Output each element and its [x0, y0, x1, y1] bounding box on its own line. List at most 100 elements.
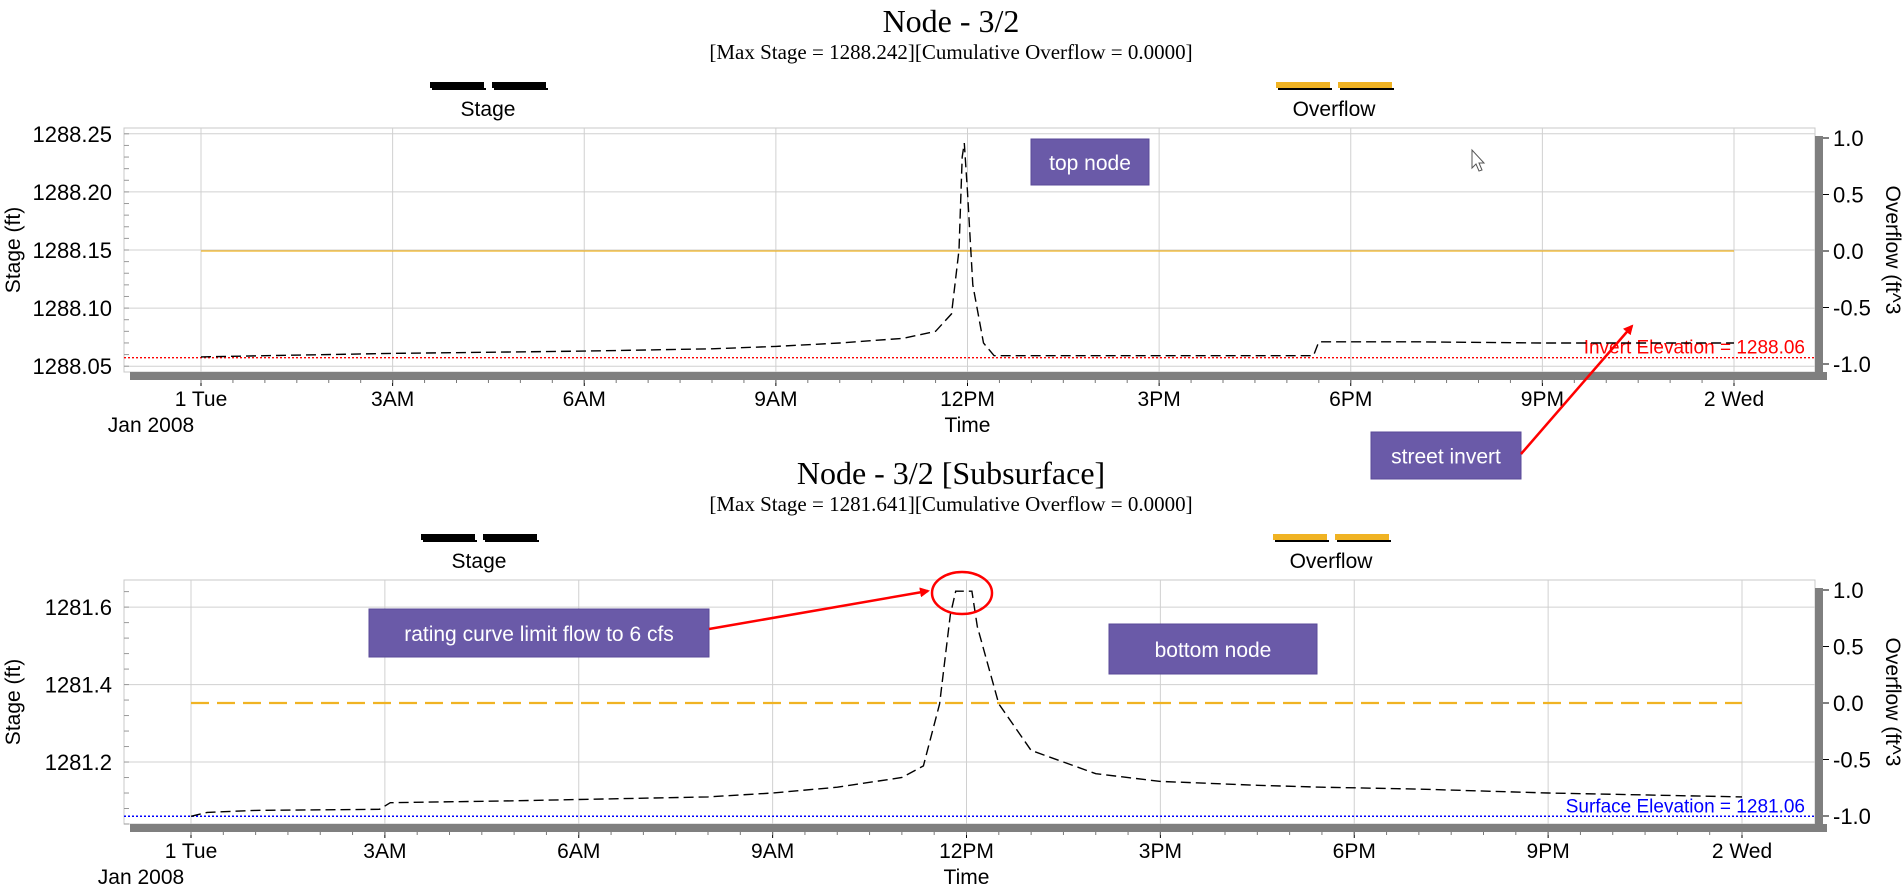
y-tick-label: 1281.2	[45, 750, 112, 775]
x-tick-label: 3PM	[1138, 388, 1181, 411]
x-tick-label: 6AM	[563, 388, 606, 411]
x-tick-label: 9AM	[754, 388, 797, 411]
y2-axis-label: Overflow (ft^3	[1881, 638, 1904, 767]
y-tick-label: 1281.6	[45, 595, 112, 620]
x-tick-label: 9AM	[751, 840, 794, 863]
y2-tick-label: -0.5	[1833, 296, 1871, 321]
reference-line-label: Invert Elevation = 1288.06	[1584, 338, 1805, 359]
callout-street-invert-text: street invert	[1391, 446, 1501, 469]
y2-tick-label: 0.5	[1833, 635, 1864, 660]
plot-shadow-right	[1815, 588, 1823, 832]
callout-rating-curve-box	[368, 608, 710, 658]
callout-top-node-box	[1030, 138, 1150, 186]
chart-top: Node - 3/2[Max Stage = 1288.242][Cumulat…	[2, 3, 1904, 437]
legend-swatch	[492, 82, 546, 88]
x-tick-label: 6AM	[557, 840, 600, 863]
y-tick-label: 1288.25	[32, 122, 112, 147]
y2-tick-label: -1.0	[1833, 804, 1871, 829]
chart-title: Node - 3/2 [Subsurface]	[797, 455, 1105, 491]
chart-subtitle: [Max Stage = 1288.242][Cumulative Overfl…	[709, 40, 1192, 64]
x-tick-label: 3PM	[1139, 840, 1182, 863]
y-tick-label: 1281.4	[45, 673, 112, 698]
legend-label: Stage	[452, 550, 507, 573]
y-tick-label: 1288.15	[32, 238, 112, 263]
callout-rating-curve-text: rating curve limit flow to 6 cfs	[404, 623, 674, 646]
x-axis-label: Time	[945, 414, 991, 437]
legend-swatch	[1338, 82, 1392, 88]
arrow-street-invert	[1520, 324, 1634, 455]
legend-swatch	[1276, 82, 1330, 88]
arrow-rating-curve	[708, 587, 930, 631]
legend-swatch	[430, 82, 484, 88]
x-tick-label: 1 Tue	[175, 388, 228, 411]
callout-street-invert-box	[1370, 431, 1522, 480]
y2-tick-label: 0.0	[1833, 239, 1864, 264]
plot-shadow-right	[1815, 136, 1823, 380]
x-tick-label: 3AM	[363, 840, 406, 863]
callout-bottom-node-text: bottom node	[1155, 639, 1272, 662]
y2-axis-label: Overflow (ft^3	[1881, 186, 1904, 315]
series-stage-line	[190, 590, 1743, 817]
legend-swatch-shadow	[423, 540, 477, 542]
y2-tick-label: 1.0	[1833, 578, 1864, 603]
x-tick-label: 2 Wed	[1704, 388, 1764, 411]
legend-label: Overflow	[1290, 550, 1374, 573]
x-tick-label: 3AM	[371, 388, 414, 411]
y2-tick-label: 1.0	[1833, 126, 1864, 151]
y2-tick-label: -1.0	[1833, 352, 1871, 377]
x-axis-label: Time	[944, 866, 990, 889]
y-axis-label: Stage (ft)	[2, 659, 25, 745]
plot-shadow-bottom	[130, 372, 1827, 380]
mouse-cursor-icon	[1471, 148, 1486, 172]
legend-item-stage: Stage	[421, 534, 539, 573]
x-tick-label: 12PM	[940, 388, 995, 411]
date-label: Jan 2008	[98, 866, 184, 889]
callout-top-node: top node	[1030, 138, 1150, 186]
y2-tick-label: -0.5	[1833, 748, 1871, 773]
chart-bottom: Node - 3/2 [Subsurface][Max Stage = 1281…	[2, 455, 1904, 889]
callout-street-invert: street invert	[1370, 431, 1522, 480]
legend-label: Stage	[461, 98, 516, 121]
y-axis-label: Stage (ft)	[2, 207, 25, 293]
annotation-layer: top node street invert rating curve limit …	[368, 138, 1634, 675]
reference-line-label: Surface Elevation = 1281.06	[1566, 796, 1805, 817]
legend-swatch-shadow	[1340, 88, 1394, 90]
y2-tick-label: 0.0	[1833, 691, 1864, 716]
y2-tick-label: 0.5	[1833, 183, 1864, 208]
chart-subtitle: [Max Stage = 1281.641][Cumulative Overfl…	[709, 492, 1192, 516]
legend-swatch-shadow	[494, 88, 548, 90]
legend-swatch-shadow	[1275, 540, 1329, 542]
legend-item-overflow: Overflow	[1276, 82, 1394, 121]
legend-swatch-shadow	[1337, 540, 1391, 542]
y-tick-label: 1288.05	[32, 354, 112, 379]
legend-item-stage: Stage	[430, 82, 548, 121]
callout-bottom-node: bottom node	[1108, 623, 1318, 675]
legend-swatch	[483, 534, 537, 540]
legend-swatch-shadow	[1278, 88, 1332, 90]
plot-shadow-bottom	[130, 824, 1827, 832]
callout-top-node-text: top node	[1049, 152, 1131, 175]
legend-label: Overflow	[1293, 98, 1377, 121]
legend-item-overflow: Overflow	[1273, 534, 1391, 573]
y-tick-label: 1288.10	[32, 296, 112, 321]
x-tick-label: 9PM	[1527, 840, 1570, 863]
x-tick-label: 1 Tue	[165, 840, 218, 863]
series-stage-line	[200, 142, 1734, 358]
callout-bottom-node-box	[1108, 623, 1318, 675]
legend-swatch-shadow	[485, 540, 539, 542]
callout-rating-curve: rating curve limit flow to 6 cfs	[368, 608, 710, 658]
date-label: Jan 2008	[108, 414, 194, 437]
y-tick-label: 1288.20	[32, 180, 112, 205]
x-tick-label: 12PM	[939, 840, 994, 863]
legend-swatch-shadow	[432, 88, 486, 90]
legend-swatch	[1335, 534, 1389, 540]
x-tick-label: 6PM	[1333, 840, 1376, 863]
legend-swatch	[421, 534, 475, 540]
x-tick-label: 2 Wed	[1712, 840, 1772, 863]
highlight-circle-peak	[930, 570, 994, 616]
x-tick-label: 6PM	[1329, 388, 1372, 411]
legend-swatch	[1273, 534, 1327, 540]
x-tick-label: 9PM	[1521, 388, 1564, 411]
chart-title: Node - 3/2	[883, 3, 1020, 39]
